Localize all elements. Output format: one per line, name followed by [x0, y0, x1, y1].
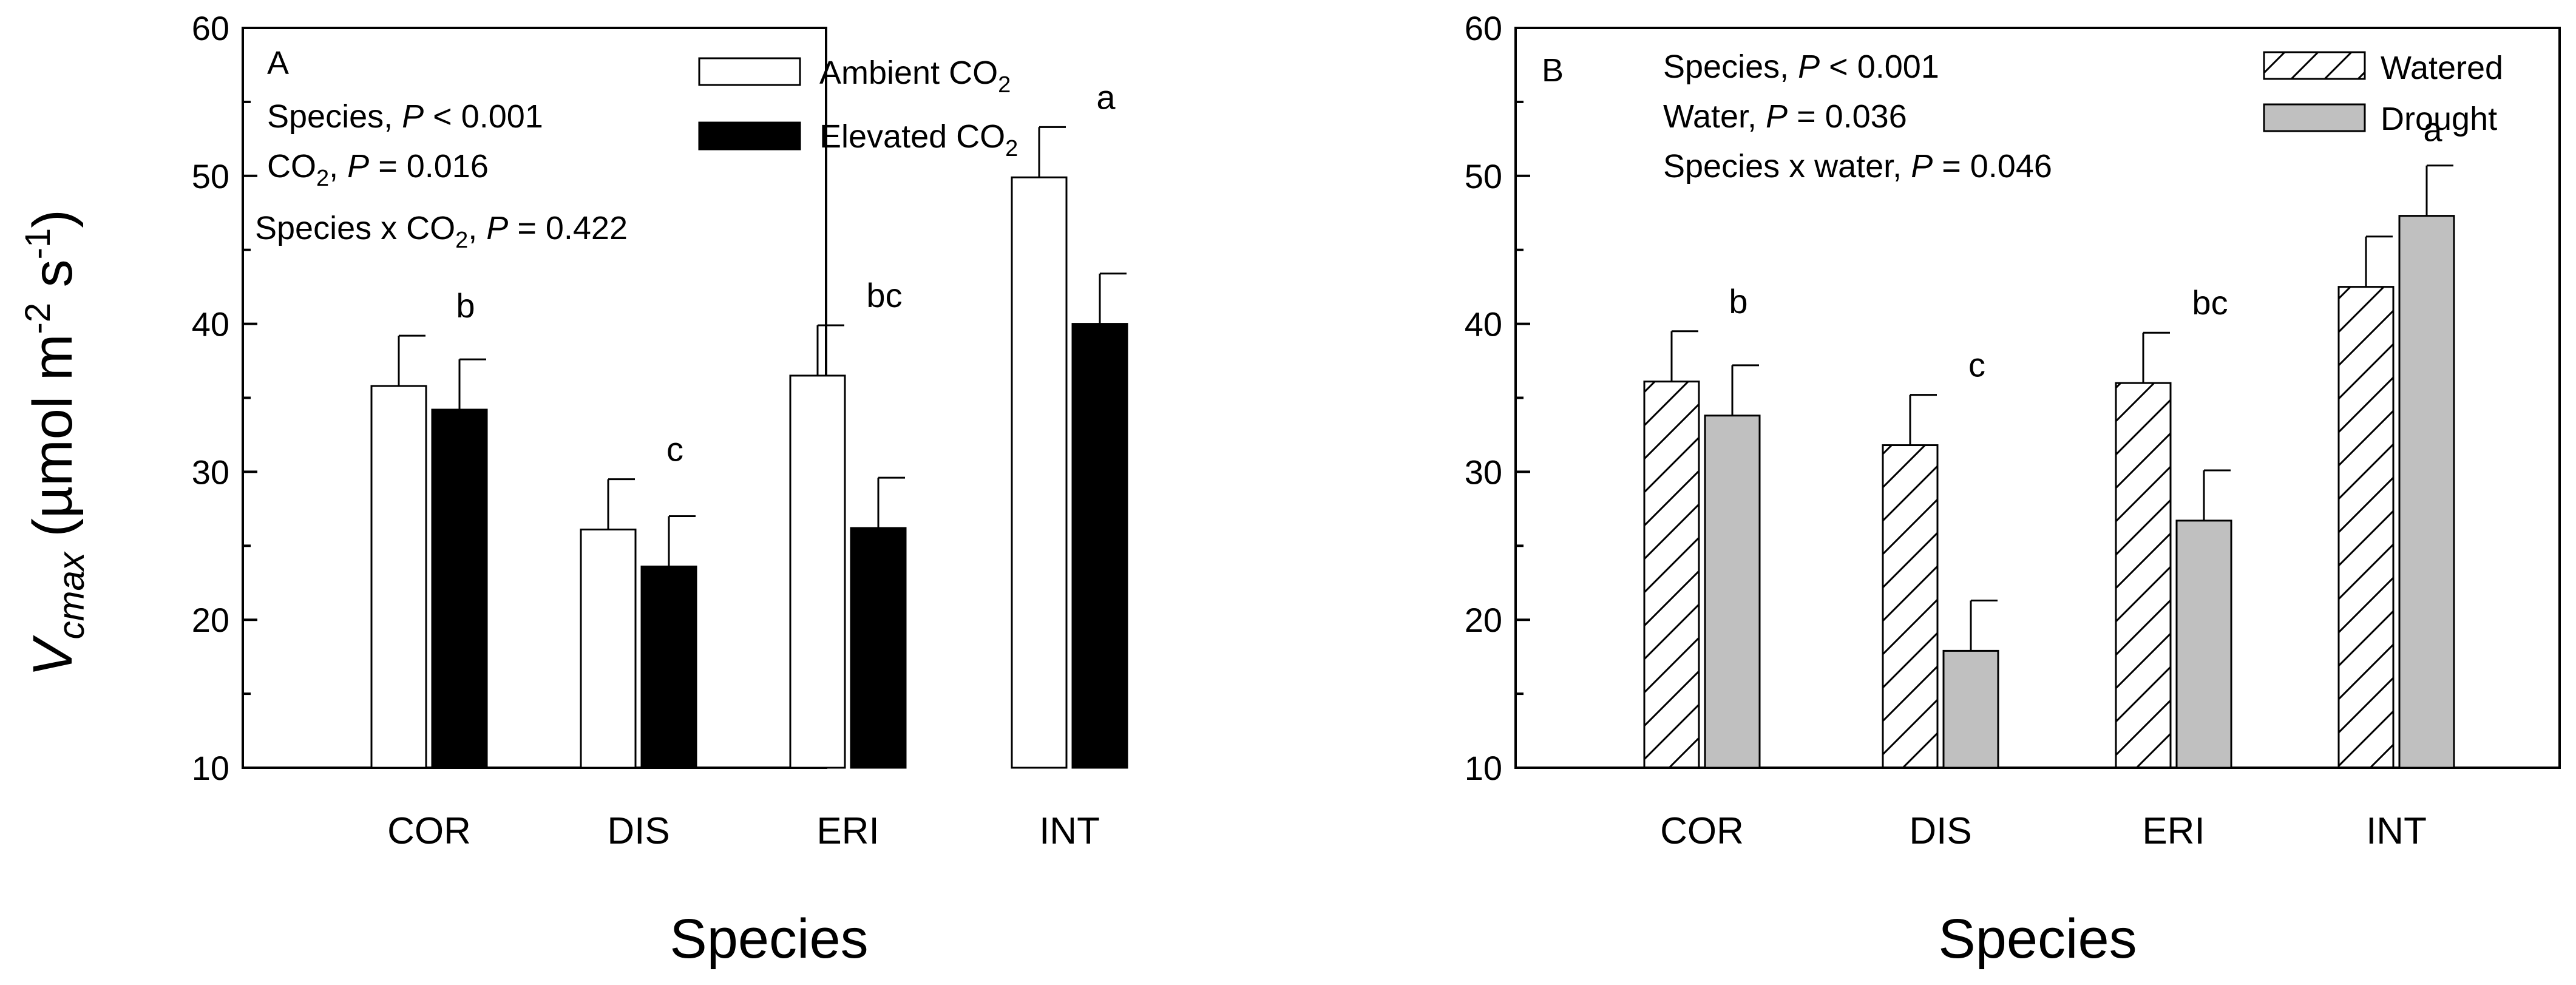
- significance-letter: bc: [2192, 283, 2228, 322]
- stats-line-interaction: Species x CO2, P = 0.422: [255, 210, 628, 253]
- panel-a: 10 20 30 40 50 60 COR b DIS c ERI bc INT a A Species…: [192, 9, 1128, 970]
- y-tick-label: 40: [192, 305, 229, 344]
- bar-int-s1: [1071, 323, 1128, 769]
- bars: COR b DIS c ERI bc INT a: [1643, 110, 2455, 852]
- significance-letter: b: [1729, 282, 1747, 320]
- x-tick-label: DIS: [607, 810, 669, 852]
- legend-label-watered: Watered: [2381, 50, 2503, 86]
- y-tick-label: 20: [192, 601, 229, 639]
- y-ticks: 10 20 30 40 50 60: [192, 9, 257, 787]
- bar-eri-s1: [2175, 520, 2232, 769]
- stats-line-species: Species, P < 0.001: [1663, 49, 1939, 85]
- panel-letter: A: [267, 45, 289, 81]
- y-tick-label: 60: [192, 9, 229, 47]
- y-tick-label: 10: [192, 749, 229, 787]
- y-axis-label: Vcmax (µmol m-2 s-1): [18, 209, 92, 677]
- y-tick-label: 10: [1465, 749, 1502, 787]
- x-axis-label: Species: [1938, 908, 2137, 970]
- stats-line-interaction: Species x water, P = 0.046: [1663, 148, 2052, 184]
- stats-line-species: Species, P < 0.001: [267, 98, 543, 135]
- legend-swatch-ambient: [698, 57, 801, 86]
- panel-b: 10 20 30 40 50 60 COR b DIS c ERI bc INT a B Species…: [1465, 9, 2561, 970]
- x-tick-label: INT: [1039, 810, 1100, 852]
- significance-letter: bc: [866, 276, 902, 314]
- x-tick-label: COR: [387, 810, 471, 852]
- bar-int-s0: [1011, 176, 1068, 769]
- legend: Watered Drought: [2263, 50, 2503, 137]
- y-tick-label: 50: [192, 157, 229, 195]
- legend-label-ambient: Ambient CO2: [819, 55, 1011, 98]
- bar-dis-s1: [640, 565, 697, 769]
- significance-letter: b: [456, 286, 475, 325]
- legend-swatch-elevated: [698, 121, 801, 151]
- bar-dis-s1: [1942, 649, 1999, 769]
- legend-label-drought: Drought: [2381, 101, 2497, 137]
- bar-int-s1: [2398, 215, 2455, 769]
- legend-swatch-watered: [2263, 51, 2366, 80]
- bar-cor-s1: [431, 408, 488, 769]
- legend: Ambient CO2 Elevated CO2: [698, 55, 1018, 161]
- y-tick-label: 60: [1465, 9, 1502, 47]
- x-tick-label: COR: [1660, 810, 1744, 852]
- y-ticks: 10 20 30 40 50 60: [1465, 9, 1530, 787]
- bar-dis-s0: [580, 528, 637, 769]
- bar-dis-s0: [1882, 444, 1939, 769]
- significance-letter: a: [1096, 78, 1116, 116]
- significance-letter: c: [1968, 346, 1985, 384]
- legend-label-elevated: Elevated CO2: [819, 118, 1018, 161]
- bar-cor-s0: [370, 385, 427, 769]
- bar-eri-s1: [850, 527, 907, 769]
- bar-cor-s0: [1643, 381, 1700, 769]
- y-tick-label: 40: [1465, 305, 1502, 344]
- x-axis-label: Species: [669, 908, 868, 970]
- x-tick-label: ERI: [816, 810, 879, 852]
- y-tick-label: 30: [192, 453, 229, 491]
- x-tick-label: ERI: [2142, 810, 2205, 852]
- x-tick-label: INT: [2366, 810, 2427, 852]
- bar-int-s0: [2337, 286, 2395, 769]
- y-tick-label: 30: [1465, 453, 1502, 491]
- y-tick-label: 50: [1465, 157, 1502, 195]
- stats-line-water: Water, P = 0.036: [1663, 98, 1907, 135]
- y-tick-label: 20: [1465, 601, 1502, 639]
- significance-letter: c: [666, 430, 683, 469]
- x-tick-label: DIS: [1909, 810, 1971, 852]
- bars: COR b DIS c ERI bc INT a: [370, 78, 1128, 852]
- panel-letter: B: [1542, 52, 1564, 89]
- bar-cor-s1: [1704, 415, 1761, 769]
- legend-swatch-drought: [2263, 103, 2366, 132]
- significance-letter: a: [2423, 110, 2442, 149]
- stats-line-co2: CO2, P = 0.016: [267, 148, 489, 191]
- bar-eri-s0: [789, 374, 846, 769]
- bar-eri-s0: [2115, 382, 2172, 769]
